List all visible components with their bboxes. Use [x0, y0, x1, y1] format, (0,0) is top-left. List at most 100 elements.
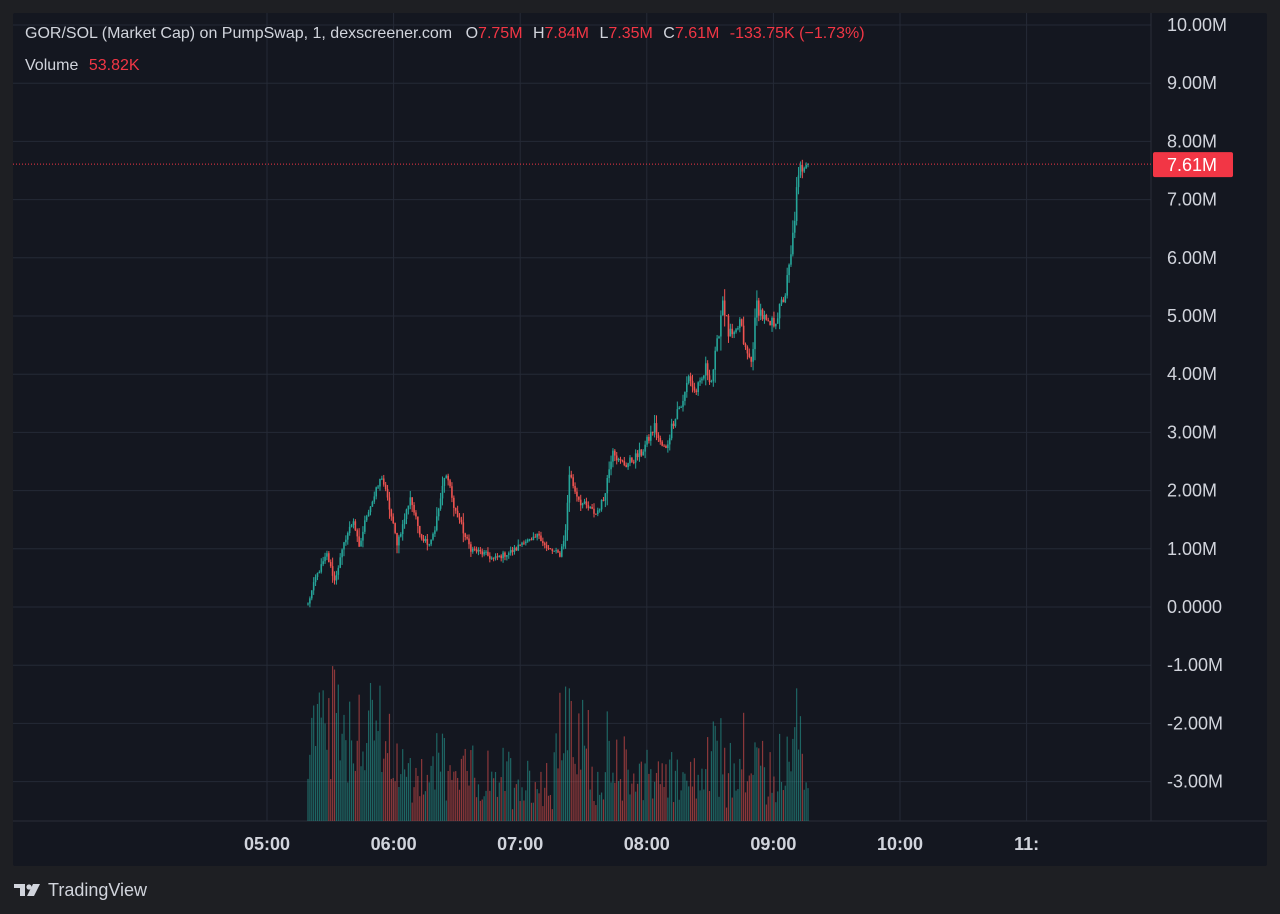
volume-bar — [707, 737, 709, 821]
candle-body — [684, 392, 686, 401]
candle-body — [680, 406, 682, 408]
price-chart[interactable]: 10.00M 9.00M 8.00M 7.00M 6.00M 5.00M 4.00M 3.00… — [13, 13, 1267, 866]
volume-bar — [744, 792, 747, 821]
candle-body — [462, 522, 465, 534]
volume-bar — [593, 801, 595, 821]
candle-body — [612, 450, 614, 462]
ohlc-row: GOR/SOL (Market Cap) on PumpSwap, 1, dex… — [25, 26, 865, 46]
candle-body — [619, 458, 622, 461]
candle-body — [583, 501, 586, 504]
volume-bar — [409, 757, 411, 821]
volume-bar — [333, 669, 336, 821]
y-tick-label: 6.00M — [1167, 248, 1217, 268]
candle-body — [691, 380, 694, 387]
candle-body — [737, 328, 739, 330]
y-tick-label: -2.00M — [1167, 713, 1223, 733]
candle-body — [521, 542, 523, 546]
volume-bar — [434, 789, 436, 821]
volume-bar — [784, 785, 786, 821]
candle-body — [434, 530, 436, 534]
candle-body — [309, 598, 311, 604]
candle-body — [725, 315, 728, 317]
volume-bar — [739, 758, 741, 821]
volume-bar — [570, 700, 572, 821]
candle-body — [547, 547, 550, 549]
candle-body — [422, 538, 425, 541]
volume-bar — [712, 721, 714, 821]
volume-bar — [424, 791, 427, 821]
candle-body — [566, 502, 569, 531]
volume-bar — [311, 717, 313, 821]
candle-body — [545, 544, 548, 548]
candle-body — [756, 300, 758, 318]
volume-bar — [318, 692, 320, 821]
volume-bar — [725, 807, 728, 821]
candle-body — [650, 431, 652, 441]
volume-bar — [678, 799, 680, 821]
candle-body — [352, 521, 355, 526]
candle-body — [576, 491, 578, 497]
tradingview-branding[interactable]: TradingView — [14, 878, 147, 902]
candle-body — [343, 542, 345, 550]
volume-bar — [775, 802, 777, 821]
volume-bar — [689, 761, 692, 821]
volume-bar — [411, 802, 413, 821]
volume-bar — [794, 727, 796, 821]
volume-bar — [403, 769, 406, 821]
volume-bar — [479, 800, 481, 821]
y-tick-label: 4.00M — [1167, 364, 1217, 384]
x-tick-label: 11: — [1014, 834, 1039, 854]
candle-body — [517, 544, 520, 551]
volume-bar — [714, 725, 716, 821]
volume-bar — [644, 763, 646, 821]
volume-bar — [805, 782, 807, 821]
volume-bar — [563, 753, 565, 821]
candle-body — [602, 499, 605, 501]
candle-body — [670, 423, 673, 439]
volume-bar — [619, 779, 622, 821]
volume-bar — [587, 710, 589, 821]
volume-bar — [506, 761, 508, 821]
volume-bar — [354, 770, 356, 821]
candle-body — [746, 346, 749, 354]
x-axis[interactable]: 05:00 06:00 07:00 08:00 09:00 10:00 11: — [244, 834, 1039, 854]
tradingview-wordmark[interactable]: TradingView — [48, 879, 148, 900]
candle-body — [687, 376, 690, 383]
volume-bar — [807, 788, 809, 821]
volume-bar — [511, 809, 514, 821]
candle-body — [661, 441, 663, 446]
candle-body — [551, 549, 554, 552]
volume-bar — [608, 740, 610, 821]
candle-body — [655, 423, 658, 435]
candle-body — [803, 168, 806, 172]
candle-body — [674, 419, 677, 427]
volume-bar — [517, 779, 519, 821]
candle-body — [490, 557, 493, 559]
volume-bar — [398, 787, 400, 821]
candle-body — [502, 552, 504, 559]
candle-body — [799, 164, 802, 176]
candle-body — [731, 328, 734, 335]
volume-bar — [697, 774, 699, 821]
candle-body — [392, 516, 395, 524]
candle-body — [723, 300, 726, 316]
symbol-title[interactable]: GOR/SOL (Market Cap) on PumpSwap, 1, dex… — [25, 25, 453, 42]
y-axis[interactable]: 10.00M 9.00M 8.00M 7.00M 6.00M 5.00M 4.00M 3.00… — [1153, 15, 1233, 792]
volume-bar — [394, 781, 396, 821]
chart-frame[interactable]: 10.00M 9.00M 8.00M 7.00M 6.00M 5.00M 4.00M 3.00… — [13, 13, 1267, 866]
volume-bar — [788, 761, 790, 821]
volume-bar — [415, 767, 417, 821]
candle-body — [587, 505, 590, 508]
volume-bar — [576, 774, 578, 821]
candle-body — [489, 555, 491, 559]
candle-body — [511, 550, 514, 552]
candle-body — [560, 546, 563, 557]
candle-body — [405, 509, 408, 519]
candle-body — [413, 504, 415, 513]
volume-bar — [498, 782, 500, 821]
candle-body — [574, 486, 576, 492]
volume-bar — [502, 747, 504, 821]
candle-body — [367, 512, 370, 517]
high-label: H — [532, 25, 545, 42]
candle-body — [648, 436, 650, 441]
